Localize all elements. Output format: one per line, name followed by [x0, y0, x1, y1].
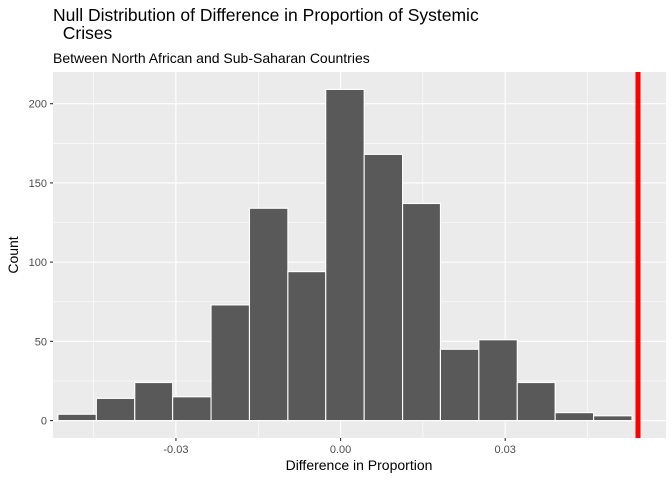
x-tick-label: 0.00	[330, 444, 351, 456]
y-tick-label: 150	[29, 178, 47, 190]
y-tick-label: 100	[29, 257, 47, 269]
histogram-bar	[210, 304, 251, 422]
y-tick-label: 200	[29, 99, 47, 111]
histogram-bar	[439, 348, 480, 422]
histogram-bar	[287, 271, 327, 422]
histogram-bar	[554, 412, 595, 422]
y-axis-title: Count	[5, 236, 21, 273]
histogram-bars	[57, 88, 633, 422]
histogram-bar	[172, 396, 212, 422]
histogram-bar	[402, 202, 441, 422]
histogram-bar	[95, 397, 136, 422]
chart-title-line-2: Crises	[53, 23, 113, 43]
histogram-bar	[363, 153, 404, 422]
histogram-bar	[248, 207, 289, 422]
histogram-bar	[325, 88, 365, 422]
x-axis-title: Difference in Proportion	[286, 457, 433, 473]
y-tick-label: 0	[41, 416, 47, 428]
histogram-bar	[478, 339, 518, 422]
x-axis: -0.03 0.00 0.03	[163, 438, 516, 456]
chart-subtitle: Between North African and Sub-Saharan Co…	[53, 50, 370, 66]
histogram-bar	[516, 381, 556, 422]
histogram-bar	[593, 415, 633, 422]
chart-title-line-1: Null Distribution of Difference in Propo…	[53, 5, 479, 25]
histogram-bar	[134, 381, 174, 422]
y-axis: 0 50 100 150 200	[29, 99, 53, 428]
x-tick-label: -0.03	[163, 444, 188, 456]
y-tick-label: 50	[35, 336, 47, 348]
histogram-bar	[57, 413, 97, 422]
x-tick-label: 0.03	[494, 444, 515, 456]
